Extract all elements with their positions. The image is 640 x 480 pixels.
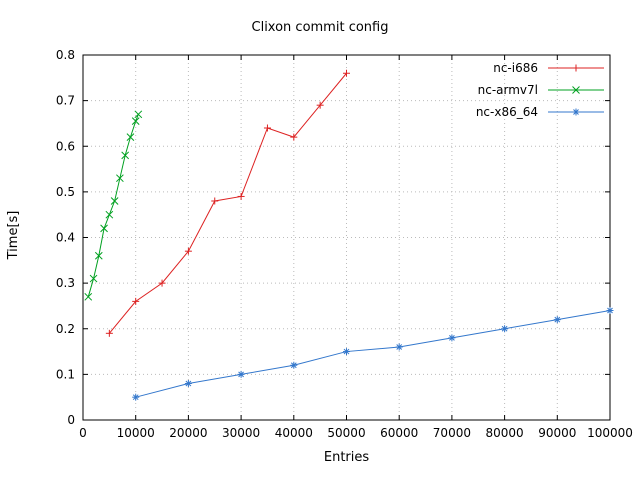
legend-label: nc-x86_64 [476, 105, 538, 119]
x-tick-label: 80000 [486, 426, 524, 440]
series-line [135, 310, 611, 398]
legend-label: nc-armv7l [478, 83, 538, 97]
y-tick-label: 0.5 [56, 185, 75, 199]
x-tick-label: 50000 [327, 426, 365, 440]
series-nc-x86_64 [132, 307, 614, 401]
legend: nc-i686 nc-armv7l nc-x86_64 [476, 61, 604, 119]
x-axis-label: Entries [323, 450, 370, 465]
y-tick-label: 0.1 [56, 367, 75, 381]
y-tick-label: 0.4 [56, 231, 75, 245]
y-tick-label: 0.8 [56, 48, 75, 62]
y-tick-label: 0.3 [56, 276, 75, 290]
x-tick-label: 100000 [587, 426, 633, 440]
x-tick-label: 60000 [380, 426, 418, 440]
series-line [108, 72, 347, 334]
y-tick-label: 0.7 [56, 94, 75, 108]
tick-marks [82, 54, 611, 421]
x-tick-label: 90000 [538, 426, 576, 440]
series-nc-armv7l [84, 110, 143, 301]
chart-title: Clixon commit config [251, 20, 389, 35]
legend-sample-nc-armv7l [548, 86, 604, 94]
series-nc-i686 [105, 69, 350, 337]
x-tick-label: 10000 [117, 426, 155, 440]
x-tick-label: 70000 [433, 426, 471, 440]
x-tick-label: 20000 [169, 426, 207, 440]
legend-sample-nc-x86_64 [548, 108, 604, 116]
x-tick-label: 0 [79, 426, 87, 440]
y-tick-label: 0.6 [56, 139, 75, 153]
y-tick-label: 0 [67, 413, 75, 427]
x-tick-label: 30000 [222, 426, 260, 440]
tick-labels: 0 10000 20000 30000 40000 50000 60000 70000 8000… [56, 48, 633, 440]
y-tick-label: 0.2 [56, 322, 75, 336]
series-line [87, 114, 139, 297]
legend-label: nc-i686 [493, 61, 538, 75]
legend-sample-nc-i686 [548, 64, 604, 72]
x-tick-label: 40000 [275, 426, 313, 440]
